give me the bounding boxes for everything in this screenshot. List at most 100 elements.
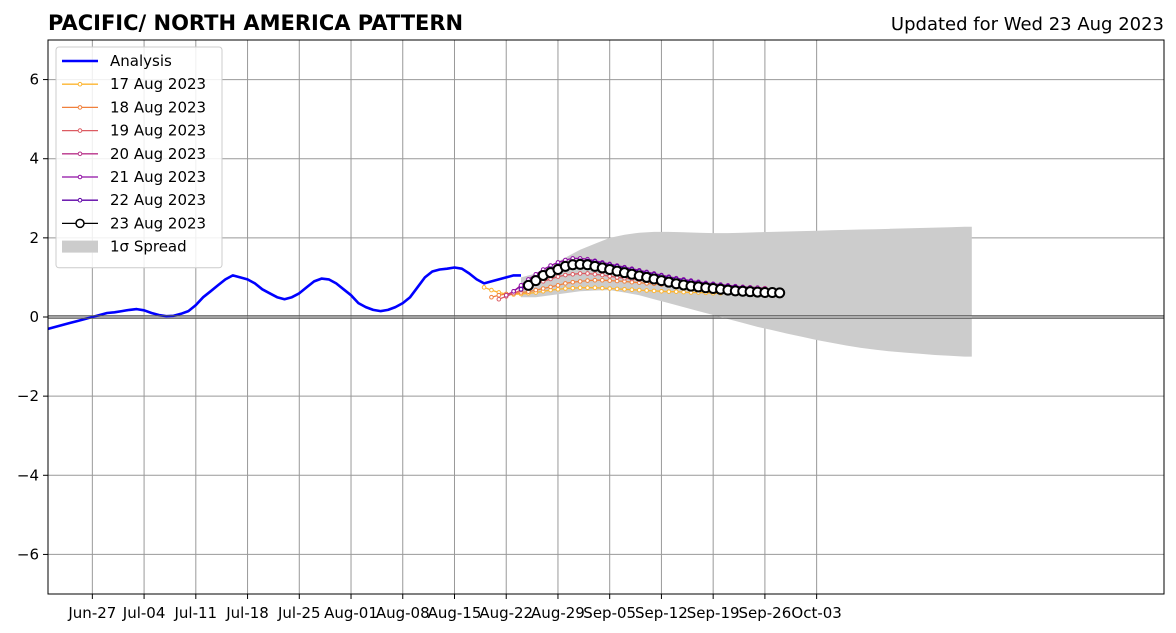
series-point [577,271,583,276]
legend-marker [77,174,83,180]
series-point [555,274,561,279]
analysis-layer [47,266,521,331]
legend-marker [77,197,83,203]
zero-line [48,315,1164,319]
series-point [577,279,583,284]
x-tick-label: Sep-26 [739,604,792,622]
legend-label: 21 Aug 2023 [110,168,206,186]
x-tick-label: Jul-11 [174,604,218,622]
series-point [600,272,605,278]
x-tick-label: Sep-12 [635,604,688,622]
series-point [570,271,576,277]
chart-title: PACIFIC/ NORTH AMERICA PATTERN [48,11,463,35]
series-23-aug-2023 [522,258,786,299]
x-tick-label: Aug-22 [479,604,533,622]
legend-item: 22 Aug 2023 [62,191,206,209]
series-point [522,279,534,291]
legend-item: 21 Aug 2023 [62,168,206,186]
legend-label: Analysis [110,52,172,70]
legend-label: 19 Aug 2023 [110,122,206,140]
legend-label: 20 Aug 2023 [110,145,206,163]
series-point [496,296,502,302]
legend-item: Analysis [62,52,172,70]
x-tick-label: Sep-19 [687,604,740,622]
series-point [592,271,598,277]
x-tick-label: Aug-01 [324,604,378,622]
series-point [548,284,553,290]
series-point [614,286,620,292]
series-point [555,283,561,288]
series-point [607,286,612,291]
series-point [533,287,539,293]
legend-item: 19 Aug 2023 [62,122,206,140]
series-point [563,272,568,278]
series-point [540,286,546,291]
series-point [563,286,568,291]
legend-marker [77,105,83,110]
series-point [530,275,542,287]
x-tick-label: Jul-04 [122,604,166,622]
x-tick-label: Aug-08 [376,604,430,622]
analysis-line [47,266,521,331]
legend-marker [75,218,85,229]
legend-item: 1σ Spread [62,238,187,256]
legend-item: 17 Aug 2023 [62,75,206,93]
series-point [489,294,494,300]
series-point [585,271,590,276]
x-tick-label: Sep-05 [583,604,636,622]
series-point [666,289,672,294]
x-axis: Jun-27 Jul-04 Jul-11 Jul-18 Jul-25 Aug-01Aug-… [67,594,842,622]
legend-item: 18 Aug 2023 [62,98,206,116]
series-point [489,287,494,293]
series-point [651,288,657,294]
series-point [607,278,612,283]
series-point [503,292,509,298]
y-tick-label: 2 [29,229,39,247]
chart-subtitle: Updated for Wed 23 Aug 2023 [891,14,1164,35]
series-point [518,283,524,288]
legend-marker [77,81,83,87]
series-point [518,287,524,292]
series-point [629,287,635,292]
legend-marker [77,128,83,133]
y-axis: −6 −4 −2 0 2 4 6 [17,71,48,563]
series-point [577,285,583,291]
legend-label: 23 Aug 2023 [110,214,206,232]
legend-item: 20 Aug 2023 [62,145,206,163]
y-tick-label: 6 [29,71,39,89]
series-point [496,292,502,298]
legend-box [55,46,223,269]
series-point [592,277,598,283]
y-tick-label: −6 [17,545,39,563]
legend-marker [77,151,83,157]
series-point [511,288,516,294]
series-point [481,285,487,290]
series-point [585,285,590,291]
x-tick-label: Jul-25 [277,604,321,622]
legend-label: 1σ Spread [110,238,187,256]
x-tick-label: Jun-27 [67,604,116,622]
series-point [614,278,620,284]
series-point [570,285,576,291]
y-tick-label: 4 [29,150,39,168]
x-tick-label: Oct-03 [791,604,841,622]
series-point [636,287,642,293]
y-tick-label: 0 [29,308,39,326]
series-layer [481,256,786,302]
series-point [681,289,686,295]
series-point [622,287,627,292]
x-tick-label: Jul-18 [225,604,269,622]
series-point [600,285,605,291]
series-point [592,285,598,291]
x-tick-label: Aug-29 [531,604,585,622]
series-point [673,289,679,294]
series-point [600,277,605,283]
legend-patch [62,240,98,253]
series-point [774,287,786,299]
y-tick-label: −4 [17,466,39,484]
legend-item: 23 Aug 2023 [62,214,206,232]
y-tick-label: −2 [17,387,39,405]
x-tick-label: Aug-15 [428,604,482,622]
legend-label: 17 Aug 2023 [110,75,206,93]
